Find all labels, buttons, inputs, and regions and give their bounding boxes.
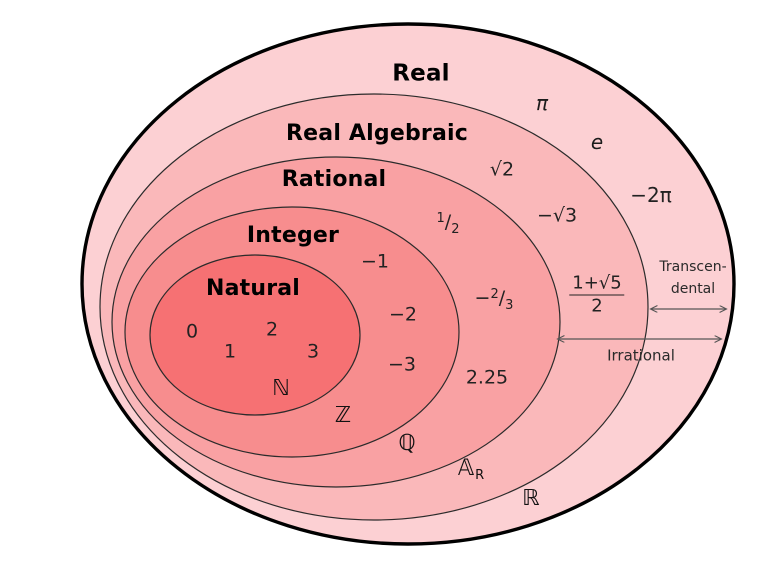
element-three: 3 (306, 340, 320, 363)
transcendental-annotation-line2: dental (670, 281, 716, 297)
natural-set-ellipse (149, 254, 361, 416)
element-zero: 0 (185, 320, 199, 343)
minus-two-thirds-slash: / (498, 287, 506, 309)
natural-set-label: Natural (205, 276, 301, 301)
real-symbol: ℝ (522, 486, 540, 511)
element-minus-three: −3 (387, 353, 417, 376)
integer-symbol: ℤ (334, 403, 352, 428)
rational-set-label: Rational (281, 167, 387, 192)
element-minus-one: −1 (360, 250, 390, 273)
element-two: 2 (265, 318, 279, 341)
real-set-label: Real (392, 60, 450, 87)
element-one-half: 1/2 (437, 212, 460, 236)
element-minus-sqrt-three: −√3 (536, 204, 578, 227)
minus-two-thirds-denominator: 3 (505, 298, 514, 313)
transcendental-annotation: Transcen- dental (659, 256, 726, 300)
integer-set-label: Integer (246, 223, 340, 248)
element-two-point-two-five: 2.25 (465, 366, 509, 389)
rational-symbol: ℚ (398, 431, 416, 456)
real-algebraic-symbol-letter: 𝔸 (457, 456, 475, 481)
element-golden-ratio: 1+√5 2 (569, 274, 625, 317)
minus-two-thirds-numerator: 2 (490, 287, 499, 302)
natural-symbol: ℕ (272, 376, 290, 401)
element-one: 1 (223, 340, 237, 363)
one-half-denominator: 2 (451, 222, 460, 237)
one-half-slash: / (444, 211, 452, 233)
element-sqrt-two: √2 (489, 158, 515, 181)
minus-two-thirds-sign: − (474, 287, 491, 309)
element-e: e (590, 130, 604, 154)
real-algebraic-set-label: Real Algebraic (286, 121, 468, 146)
one-half-numerator: 1 (436, 211, 445, 226)
golden-ratio-denominator: 2 (591, 295, 603, 317)
element-minus-two-thirds: −2/3 (475, 288, 514, 312)
element-minus-two: −2 (388, 303, 418, 326)
irrational-annotation: Irrational (607, 346, 675, 365)
golden-ratio-numerator: 1+√5 (569, 274, 625, 296)
real-algebraic-symbol-subscript: R (475, 468, 485, 483)
transcendental-annotation-line1: Transcen- (659, 259, 727, 275)
element-minus-two-pi: −2π (630, 183, 672, 207)
element-pi: π (535, 91, 549, 115)
real-algebraic-symbol: 𝔸R (457, 456, 485, 483)
